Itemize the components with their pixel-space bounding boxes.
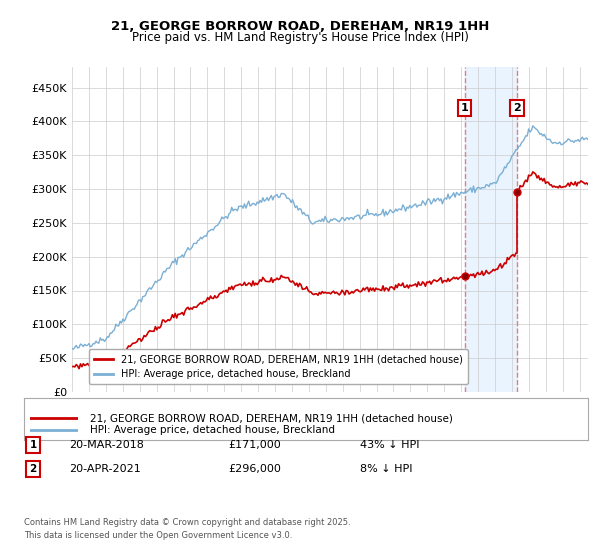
Text: 43% ↓ HPI: 43% ↓ HPI	[360, 440, 419, 450]
Text: 2: 2	[513, 103, 521, 113]
Text: 21, GEORGE BORROW ROAD, DEREHAM, NR19 1HH: 21, GEORGE BORROW ROAD, DEREHAM, NR19 1H…	[111, 20, 489, 32]
Text: 1: 1	[461, 103, 469, 113]
Text: HPI: Average price, detached house, Breckland: HPI: Average price, detached house, Brec…	[90, 424, 335, 435]
Text: 1: 1	[29, 440, 37, 450]
Text: Contains HM Land Registry data © Crown copyright and database right 2025.
This d: Contains HM Land Registry data © Crown c…	[24, 519, 350, 540]
Bar	[464, 67, 517, 392]
Text: 8% ↓ HPI: 8% ↓ HPI	[360, 464, 413, 474]
Text: Price paid vs. HM Land Registry's House Price Index (HPI): Price paid vs. HM Land Registry's House …	[131, 31, 469, 44]
Text: 2: 2	[29, 464, 37, 474]
Text: £296,000: £296,000	[228, 464, 281, 474]
Legend: 21, GEORGE BORROW ROAD, DEREHAM, NR19 1HH (detached house), HPI: Average price, : 21, GEORGE BORROW ROAD, DEREHAM, NR19 1H…	[89, 349, 468, 384]
Text: £171,000: £171,000	[228, 440, 281, 450]
Text: 20-APR-2021: 20-APR-2021	[69, 464, 141, 474]
Text: 21, GEORGE BORROW ROAD, DEREHAM, NR19 1HH (detached house): 21, GEORGE BORROW ROAD, DEREHAM, NR19 1H…	[90, 413, 453, 423]
Text: 20-MAR-2018: 20-MAR-2018	[69, 440, 144, 450]
